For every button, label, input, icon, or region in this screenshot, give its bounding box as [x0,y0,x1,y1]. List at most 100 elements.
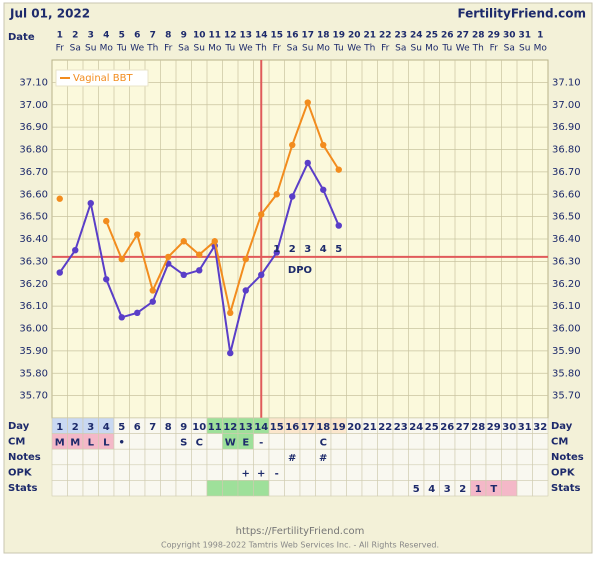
weekday-label: Su [411,44,422,54]
data-point [320,141,327,149]
weekday-label: Tu [441,44,452,54]
row-cell [191,480,208,497]
row-value: 10 [192,422,206,433]
y2-tick-label: 35.70 [552,391,581,402]
row-cell [67,480,84,497]
row-value: 24 [409,422,423,433]
row-value: 14 [254,422,268,433]
row-cell [330,448,347,466]
site-name: FertilityFriend.com [457,7,586,21]
y-tick-label: 37.10 [19,77,48,88]
row-value: 7 [149,422,156,433]
row-value: 13 [239,422,253,433]
data-point [118,314,125,321]
row-cell [408,433,425,450]
row-cell [361,480,378,497]
row-value: 29 [487,422,501,433]
weekday-label: Tu [333,44,344,54]
date-label: 31 [518,31,531,41]
data-point [103,276,110,283]
row-cell [532,448,549,466]
data-point [304,159,311,167]
date-label: 10 [193,31,206,41]
data-point [242,287,249,294]
row-cell [82,464,99,481]
data-point [227,309,234,317]
row-cell [98,448,115,466]
weekday-label: Sa [504,44,515,54]
y2-tick-label: 36.40 [552,234,581,245]
row-cell [346,448,363,466]
row-value: T [490,484,497,495]
row-value: E [242,437,249,448]
row-cell [268,433,285,450]
data-point [149,298,156,305]
weekday-label: Su [302,44,313,54]
date-label: 2 [72,31,78,41]
row-value: 20 [347,422,361,433]
row-cell [129,464,146,481]
weekday-label: Fr [164,44,173,54]
y2-tick-label: 35.80 [552,368,581,379]
row-cell [423,464,440,481]
weekday-label: Mo [425,44,439,54]
row-value: 16 [285,422,299,433]
row-value: 21 [363,422,377,433]
y2-tick-label: 36.00 [552,324,581,335]
y2-tick-label: 36.50 [552,212,581,223]
date-label: 8 [165,31,171,41]
row-cell [532,464,549,481]
row-cell [470,433,487,450]
weekday-label: Fr [273,44,282,54]
chart-title: Jul 01, 2022 [9,7,90,21]
dpo-label: DPO [288,265,312,276]
row-value: L [88,437,95,448]
row-cell [346,464,363,481]
weekday-label: Mo [534,44,548,54]
row-cell [299,480,316,497]
data-point [258,271,265,278]
date-label: 16 [286,31,299,41]
data-point [273,191,280,198]
row-cell [377,480,394,497]
row-cell [237,480,254,497]
data-point [242,255,249,263]
row-cell [439,433,456,450]
weekday-label: Sa [178,44,189,54]
row-cell [206,433,223,450]
y2-tick-label: 36.60 [552,189,581,200]
y2-tick-label: 36.30 [552,256,581,267]
date-label: 20 [348,31,361,41]
date-label: 25 [425,31,438,41]
y2-tick-label: 37.10 [552,77,581,88]
row-value: 12 [223,422,237,433]
x-axis-label: Date [8,32,35,43]
row-cell [330,433,347,450]
row-cell [160,448,177,466]
row-cell [392,464,409,481]
row-value: + [242,469,250,480]
date-label: 23 [394,31,407,41]
row-cell [330,464,347,481]
date-label: 5 [119,31,125,41]
row-cell [392,433,409,450]
y-tick-label: 36.90 [19,122,48,133]
row-cell [113,448,130,466]
date-label: 29 [487,31,500,41]
row-value: 28 [471,422,485,433]
row-cell [439,448,456,466]
weekday-label: Su [194,44,205,54]
row-cell [532,433,549,450]
y-tick-label: 36.80 [19,145,48,156]
row-cell [516,433,533,450]
row-cell [206,480,223,497]
weekday-label: Th [472,44,484,54]
weekday-label: Th [146,44,158,54]
data-point [320,186,327,193]
row-cell [423,433,440,450]
row-value: 17 [301,422,315,433]
row-cell [485,433,502,450]
date-label: 15 [270,31,283,41]
date-label: 14 [255,31,268,41]
row-value: 18 [316,422,330,433]
